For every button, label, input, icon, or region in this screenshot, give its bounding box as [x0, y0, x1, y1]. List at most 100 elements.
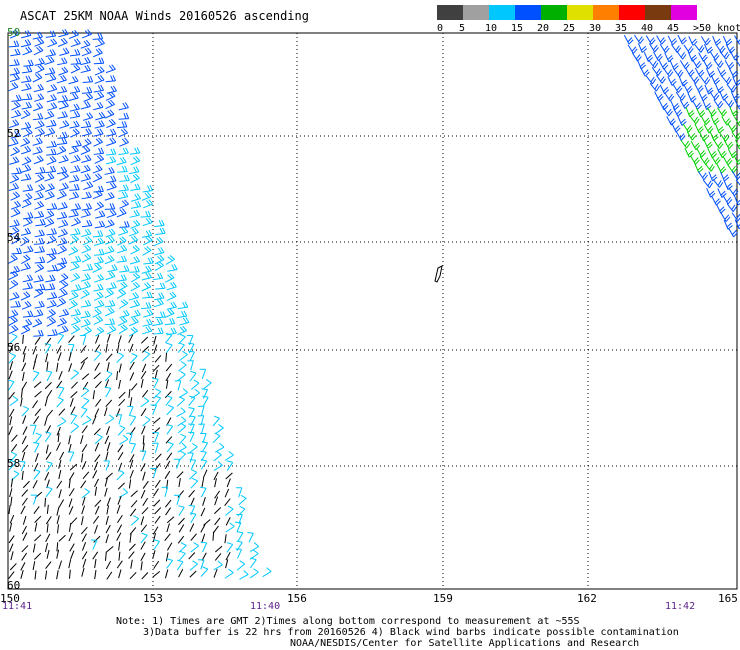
wind-barb [153, 539, 160, 550]
wind-barb [694, 123, 704, 134]
wind-barb [199, 368, 207, 379]
wind-barb [81, 191, 92, 200]
wind-barb [46, 409, 54, 418]
wind-barb [716, 67, 727, 77]
wind-barb [70, 308, 81, 317]
wind-barb [21, 164, 32, 173]
legend-swatch [489, 5, 515, 20]
wind-barb [57, 190, 67, 200]
wind-barb [11, 234, 21, 245]
wind-barb [150, 467, 157, 479]
wind-barb [201, 533, 206, 543]
wind-barb [94, 299, 105, 309]
wind-barb [94, 442, 100, 452]
wind-barb [34, 256, 46, 264]
wind-barb [636, 59, 647, 70]
wind-barb [140, 408, 147, 417]
wind-barb [20, 236, 30, 247]
wind-barb [80, 357, 89, 364]
legend-label: 25 [563, 23, 575, 34]
wind-barb [9, 514, 15, 524]
wind-barb [95, 210, 106, 219]
wind-barb [70, 228, 81, 236]
wind-barb [56, 257, 68, 265]
wind-barb [81, 128, 92, 137]
wind-barb [33, 381, 42, 388]
wind-barb [214, 545, 223, 553]
wind-barb [104, 245, 115, 255]
wind-barb [93, 128, 104, 137]
wind-barb [56, 480, 63, 489]
wind-barb [70, 38, 81, 48]
wind-barb [165, 552, 169, 562]
wind-barb [198, 559, 205, 570]
wind-barb [140, 378, 144, 388]
wind-barb [117, 335, 122, 345]
time-label-right: 11:42 [665, 601, 696, 612]
wind-barb [142, 471, 146, 481]
wind-barb [11, 109, 22, 119]
wind-barb [46, 361, 49, 371]
wind-barb [22, 46, 33, 56]
wind-barb [178, 568, 184, 578]
wind-barb [179, 317, 190, 326]
wind-barb [21, 451, 26, 461]
wind-barb [104, 255, 115, 265]
wind-barb [117, 514, 123, 524]
wind-barb [70, 128, 80, 138]
wind-barb [118, 391, 126, 399]
wind-barb [94, 362, 100, 371]
wind-barb [165, 342, 173, 354]
wind-barb [47, 329, 58, 337]
wind-barb [153, 344, 158, 354]
wind-barb [21, 198, 32, 209]
wind-barb [154, 292, 165, 301]
wind-barb [10, 478, 14, 488]
wind-barb [178, 505, 185, 516]
wind-barb [22, 318, 33, 328]
wind-barb [728, 68, 739, 78]
wind-barb [21, 30, 32, 39]
wind-barb [212, 531, 215, 541]
wind-barb [105, 353, 113, 361]
time-label-mid: 11:40 [250, 601, 281, 612]
wind-barb [10, 208, 21, 218]
wind-barb [21, 405, 30, 417]
wind-barb [56, 426, 61, 436]
wind-barb [655, 74, 666, 84]
wind-barb [119, 309, 130, 318]
wind-barb [201, 478, 205, 488]
wind-barb [46, 140, 57, 148]
wind-barb [214, 490, 221, 499]
wind-barb [68, 498, 73, 508]
wind-barb [68, 522, 72, 532]
wind-barb [177, 325, 188, 335]
wind-barb [141, 572, 149, 580]
map-title: ASCAT 25KM NOAA Winds 20160526 ascending [20, 9, 309, 23]
wind-barb [68, 488, 75, 497]
wind-barb [177, 422, 187, 434]
wind-barb [22, 217, 33, 227]
wind-barb [92, 415, 97, 425]
wind-barb [82, 381, 89, 390]
wind-barb [153, 327, 164, 335]
wind-barb [201, 388, 208, 399]
wind-barb [127, 405, 134, 417]
wind-barb [44, 543, 48, 553]
wind-barb [46, 156, 57, 166]
wind-barb [187, 360, 194, 371]
lat-label-56: 56 [7, 341, 21, 354]
wind-barb [116, 289, 127, 299]
wind-barb [8, 352, 17, 364]
wind-barb [176, 396, 185, 407]
wind-barb [34, 453, 39, 462]
wind-barb [45, 49, 56, 58]
wind-barb [34, 37, 45, 47]
wind-barb [105, 534, 109, 544]
wind-barb [649, 82, 661, 92]
wind-barb [44, 570, 48, 580]
wind-barb [712, 35, 722, 46]
wind-barb [70, 391, 78, 398]
wind-barb [56, 85, 68, 94]
wind-barb [9, 174, 20, 184]
